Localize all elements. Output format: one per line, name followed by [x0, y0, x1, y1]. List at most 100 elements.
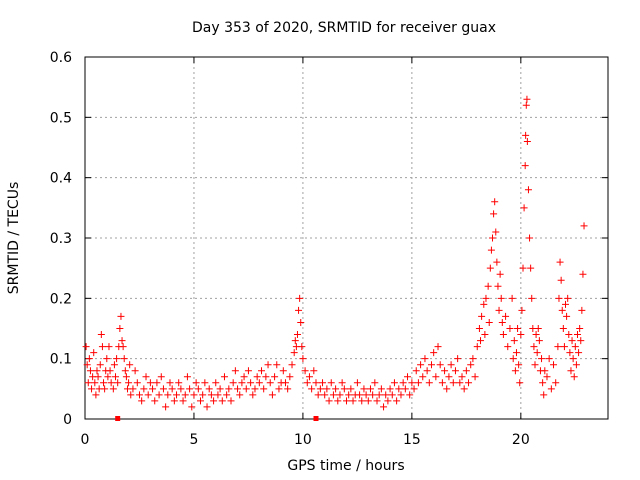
data-point: [134, 379, 141, 386]
data-point: [260, 385, 267, 392]
data-point: [269, 391, 276, 398]
data-point: [576, 325, 583, 332]
data-point: [540, 391, 547, 398]
data-point: [400, 379, 407, 386]
data-point: [402, 385, 409, 392]
data-point: [516, 379, 523, 386]
data-point: [445, 373, 452, 380]
data-point: [310, 367, 317, 374]
data-point: [294, 331, 301, 338]
data-point: [538, 355, 545, 362]
data-point: [262, 373, 269, 380]
data-point: [467, 361, 474, 368]
x-tick-label: 20: [512, 432, 530, 448]
data-point: [456, 379, 463, 386]
data-point: [123, 373, 130, 380]
baseline-marker: [313, 416, 318, 421]
data-point: [499, 319, 506, 326]
data-point: [100, 379, 107, 386]
data-point: [526, 235, 533, 242]
data-point: [243, 385, 250, 392]
data-point: [326, 397, 333, 404]
data-point: [581, 222, 588, 229]
data-point: [439, 379, 446, 386]
data-point: [563, 313, 570, 320]
data-point: [363, 391, 370, 398]
y-axis-label: SRMTID / TECUs: [6, 182, 22, 295]
data-point: [502, 313, 509, 320]
data-point: [275, 385, 282, 392]
data-point: [514, 325, 521, 332]
data-point: [228, 397, 235, 404]
data-point: [299, 355, 306, 362]
data-point: [282, 379, 289, 386]
data-point: [426, 379, 433, 386]
data-point: [531, 361, 538, 368]
data-point: [561, 343, 568, 350]
data-point: [461, 385, 468, 392]
data-point: [249, 391, 256, 398]
data-point: [521, 204, 528, 211]
data-point: [132, 367, 139, 374]
data-point: [147, 379, 154, 386]
data-point: [127, 391, 134, 398]
data-point: [369, 391, 376, 398]
data-point: [143, 373, 150, 380]
data-point: [543, 373, 550, 380]
data-point: [478, 313, 485, 320]
data-point: [180, 397, 187, 404]
data-point: [343, 397, 350, 404]
y-tick-label: 0.3: [50, 231, 72, 247]
data-point: [458, 373, 465, 380]
data-point: [500, 331, 507, 338]
data-point: [323, 385, 330, 392]
data-point: [188, 403, 195, 410]
data-point: [88, 385, 95, 392]
data-point: [321, 391, 328, 398]
data-point: [238, 379, 245, 386]
data-point: [295, 307, 302, 314]
data-point: [432, 373, 439, 380]
data-point: [572, 343, 579, 350]
data-point: [463, 367, 470, 374]
data-point: [578, 307, 585, 314]
data-point: [387, 385, 394, 392]
data-point: [480, 301, 487, 308]
y-axis: 0 0.1 0.2 0.3 0.4 0.5 0.6: [50, 50, 608, 428]
data-point: [527, 265, 534, 272]
chart-title: Day 353 of 2020, SRMTID for receiver gua…: [192, 20, 496, 36]
data-point: [308, 385, 315, 392]
data-point: [129, 385, 136, 392]
data-point: [411, 385, 418, 392]
data-point: [435, 343, 442, 350]
data-point: [195, 385, 202, 392]
data-point: [201, 379, 208, 386]
data-point: [384, 397, 391, 404]
data-point: [476, 325, 483, 332]
data-point: [450, 379, 457, 386]
data-point: [304, 379, 311, 386]
y-tick-label: 0: [63, 412, 72, 428]
data-point: [347, 385, 354, 392]
data-point: [97, 361, 104, 368]
data-point: [443, 385, 450, 392]
data-point: [345, 391, 352, 398]
data-point: [360, 385, 367, 392]
data-point: [119, 337, 126, 344]
data-point: [421, 355, 428, 362]
data-point: [95, 373, 102, 380]
data-point: [350, 397, 357, 404]
data-point: [564, 295, 571, 302]
data-point: [175, 379, 182, 386]
data-point: [245, 367, 252, 374]
data-point: [103, 355, 110, 362]
data-point: [341, 385, 348, 392]
data-point: [107, 367, 114, 374]
data-point: [111, 361, 118, 368]
y-tick-label: 0.4: [50, 171, 72, 187]
data-point: [477, 337, 484, 344]
data-point: [510, 355, 517, 362]
data-point: [548, 385, 555, 392]
data-point: [492, 228, 499, 235]
data-point: [105, 343, 112, 350]
